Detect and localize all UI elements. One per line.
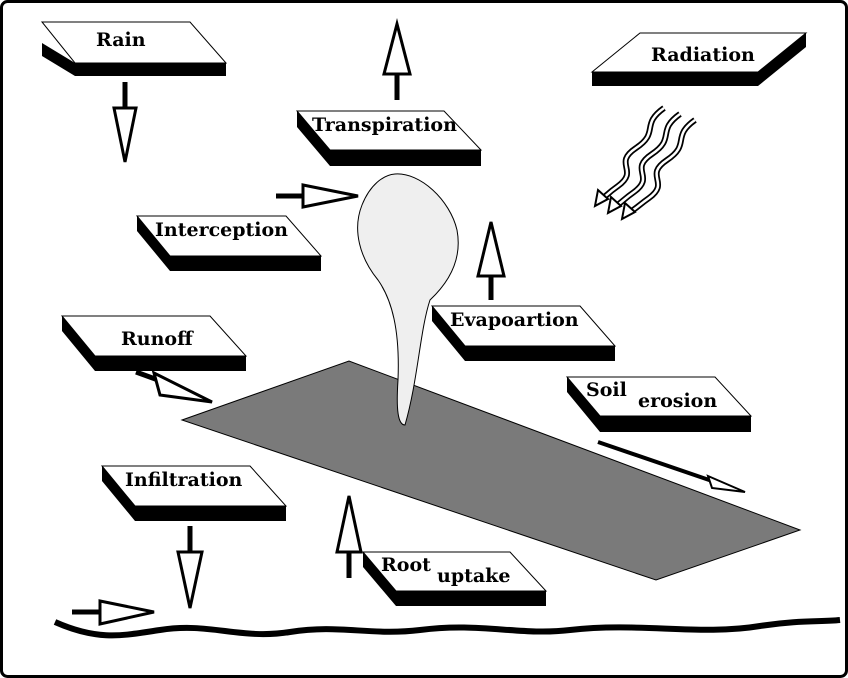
interception-arrow-icon [276,183,359,209]
soil-erosion-arrow-icon [597,440,746,493]
interception-slab: Interception [135,215,323,271]
rain-slab: Rain [40,21,228,76]
radiation-slab: Radiation [590,32,808,86]
water-table-line [53,617,841,639]
root-uptake-arrow-icon [335,495,363,578]
infiltration-arrow-icon [176,526,204,609]
ground-slab [180,360,802,581]
radiation-label: Radiation [651,44,755,66]
runoff-label: Runoff [121,328,194,350]
infiltration-label: Infiltration [125,469,242,491]
soil-erosion-label-sub: erosion [638,390,717,412]
transpiration-slab: Transpiration [295,110,483,166]
runoff-slab: Runoff [60,315,248,371]
root-uptake-label-sub: uptake [437,565,510,587]
soil-erosion-label-main: Soil [586,379,627,401]
root-uptake-label-main: Root [381,554,431,576]
transpiration-arrow-icon [382,18,412,100]
soil-erosion-slab: Soil erosion [565,376,753,432]
root-uptake-slab: Root uptake [361,551,548,606]
rain-label: Rain [96,29,146,51]
plant-shape [357,173,459,426]
evaporation-slab: Evapoartion [430,305,617,361]
transpiration-label: Transpiration [312,114,457,136]
evaporation-label: Evapoartion [450,309,579,331]
runoff-arrow-icon [135,369,213,404]
evaporation-arrow-icon [476,221,506,300]
infiltration-slab: Infiltration [100,465,288,521]
groundwater-arrow-icon [72,599,155,626]
radiation-waves-icon [593,105,697,221]
interception-label: Interception [155,219,288,241]
rain-arrow-icon [112,82,138,163]
